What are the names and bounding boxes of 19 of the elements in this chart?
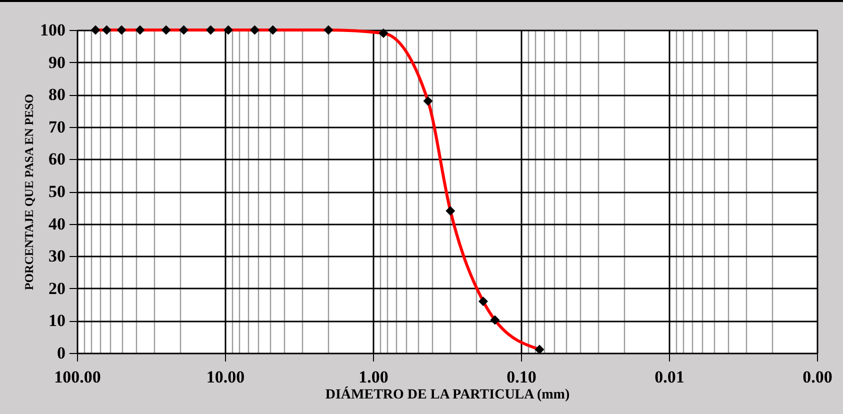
y-tick-label: 40 (48, 214, 66, 234)
x-tick-label: 100.00 (54, 368, 101, 386)
y-tick-label: 50 (48, 182, 66, 201)
x-tick-label: 0.01 (654, 368, 684, 386)
y-axis-title: PORCENTAJE QUE PASA EN PESO (22, 94, 36, 290)
y-tick-label: 70 (48, 117, 66, 136)
y-tick-label: 80 (48, 85, 66, 104)
x-tick-label: 10.00 (206, 368, 245, 386)
x-tick-label: 1.00 (358, 368, 388, 386)
x-axis-title: DIÁMETRO DE LA PARTICULA (mm) (325, 386, 570, 402)
y-tick-label: 0 (57, 344, 66, 362)
y-tick-label: 30 (48, 246, 66, 266)
y-tick-label: 20 (48, 278, 66, 298)
x-tick-label: 0.10 (506, 368, 536, 386)
y-tick-label: 10 (48, 311, 66, 330)
y-tick-label: 60 (48, 150, 66, 169)
y-tick-label: 90 (48, 52, 66, 72)
x-tick-label: 0.00 (802, 368, 832, 386)
y-tick-label: 100 (40, 20, 66, 40)
